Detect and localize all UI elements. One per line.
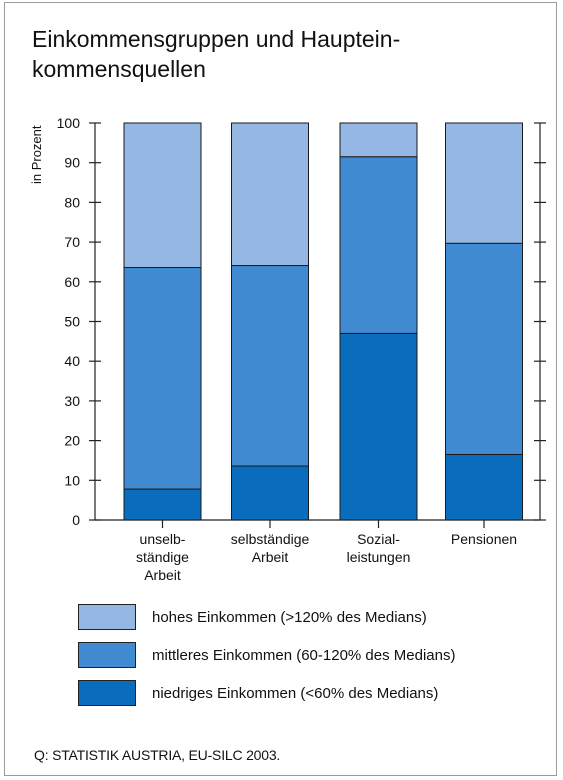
x-tick-label-line: unselb-	[140, 531, 186, 547]
bar-segment	[339, 122, 418, 158]
bar-segment	[445, 242, 523, 455]
x-tick-label: selbständige Arbeit	[231, 531, 310, 565]
y-axis-label: in Prozent	[29, 125, 44, 184]
x-tick-label-line: ständige	[136, 549, 189, 565]
x-tick-label-line: Arbeit	[252, 549, 289, 565]
x-tick-label-line: Pensionen	[451, 531, 517, 547]
chart-title: Einkommensgruppen und Hauptein- kommensq…	[32, 26, 401, 82]
y-tick-label: 10	[64, 472, 80, 488]
y-tick-label: 70	[64, 234, 80, 250]
stacked-bar-chart: 0 10 20 30 40 50 60 70 80 90 100 in Prozent unselb-s…	[29, 115, 546, 583]
legend-swatch	[78, 604, 136, 630]
y-tick-label: 100	[57, 115, 81, 131]
x-tick-label-line: leistungen	[347, 549, 411, 565]
y-tick-label: 80	[64, 194, 80, 210]
legend-label: mittleres Einkommen (60-120% des Medians…	[152, 646, 456, 664]
x-tick-label: Pensionen	[451, 531, 517, 547]
legend-item: niedriges Einkommen (<60% des Medians)	[78, 679, 455, 707]
bar-segment	[339, 332, 418, 521]
y-tick-label: 30	[64, 393, 80, 409]
x-tick-label: unselb-ständige Arbeit	[136, 531, 189, 583]
bar-segment	[339, 156, 418, 334]
axis-layer	[89, 122, 546, 528]
bar-segment	[231, 465, 309, 521]
bar-segment	[445, 453, 523, 521]
x-tick-label-line: selbständige	[231, 531, 310, 547]
bar-segment	[123, 267, 202, 490]
source-note: Q: STATISTIK AUSTRIA, EU-SILC 2003.	[34, 747, 281, 763]
bar-segment	[123, 122, 202, 269]
y-tick-label: 0	[72, 512, 80, 528]
bar-layer	[123, 122, 523, 521]
legend-swatch	[78, 680, 136, 706]
legend: hohes Einkommen (>120% des Medians) mittl…	[78, 603, 455, 717]
label-layer: 0 10 20 30 40 50 60 70 80 90 100 in Prozent unselb-s…	[29, 115, 517, 583]
x-tick-label: Sozial-leistungen	[347, 531, 411, 565]
y-tick-label: 90	[64, 155, 80, 171]
y-tick-label: 40	[64, 353, 80, 369]
y-tick-label: 50	[64, 314, 80, 330]
legend-swatch	[78, 642, 136, 668]
bar-segment	[123, 488, 202, 521]
bar-segment	[231, 122, 309, 267]
legend-label: niedriges Einkommen (<60% des Medians)	[152, 684, 439, 702]
y-tick-label: 20	[64, 433, 80, 449]
y-tick-label: 60	[64, 274, 80, 290]
bar-segment	[445, 122, 523, 244]
bar-segment	[231, 265, 309, 467]
legend-label: hohes Einkommen (>120% des Medians)	[152, 608, 427, 626]
legend-item: hohes Einkommen (>120% des Medians)	[78, 603, 455, 631]
x-tick-label-line: Arbeit	[144, 567, 181, 583]
x-tick-label-line: Sozial-	[357, 531, 400, 547]
legend-item: mittleres Einkommen (60-120% des Medians…	[78, 641, 455, 669]
